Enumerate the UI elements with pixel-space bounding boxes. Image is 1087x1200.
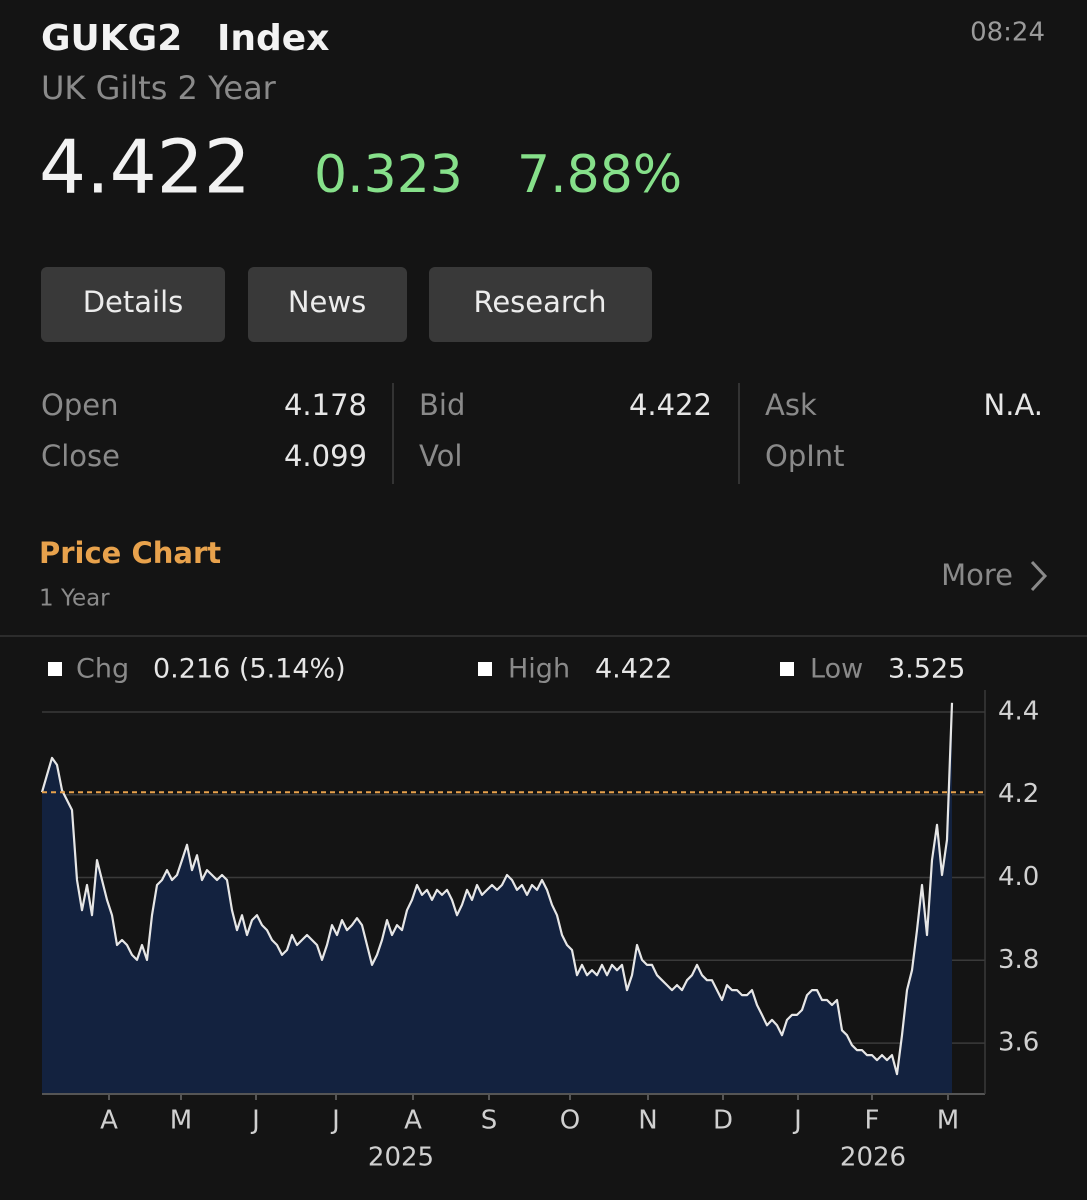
field-value: 4.178 bbox=[284, 388, 367, 422]
tab[interactable]: News bbox=[248, 267, 407, 342]
legend-swatch bbox=[478, 662, 492, 676]
x-tick-label: J bbox=[330, 1106, 340, 1136]
stat-label: High bbox=[508, 654, 570, 685]
field-label: Bid bbox=[419, 388, 465, 422]
ticker: GUKG2 bbox=[41, 18, 182, 59]
section-title: Price Chart bbox=[39, 536, 221, 570]
legend-swatch bbox=[48, 662, 62, 676]
stat-label: Chg bbox=[76, 654, 129, 685]
field-label: Ask bbox=[765, 388, 817, 422]
y-tick-label: 4.0 bbox=[998, 862, 1039, 892]
tab-label[interactable]: Details bbox=[83, 285, 184, 319]
year-label: 2025 bbox=[368, 1143, 434, 1173]
more-link[interactable]: More bbox=[941, 558, 1048, 592]
stat-label: Low bbox=[810, 654, 863, 685]
tab-button[interactable] bbox=[429, 267, 652, 342]
x-tick-label: O bbox=[560, 1106, 580, 1136]
field-value: 4.422 bbox=[629, 388, 712, 422]
stat-value: 3.525 bbox=[888, 654, 965, 685]
tab[interactable]: Details bbox=[41, 267, 225, 342]
change-percent: 7.88% bbox=[517, 145, 682, 205]
tab-button[interactable] bbox=[41, 267, 225, 342]
x-tick-label: A bbox=[404, 1106, 422, 1136]
x-tick-label: A bbox=[100, 1106, 118, 1136]
stat-value: 4.422 bbox=[595, 654, 672, 685]
line bbox=[40, 702, 954, 1076]
tab[interactable]: Research bbox=[429, 267, 652, 342]
x-tick-label: M bbox=[170, 1106, 192, 1136]
section-period: 1 Year bbox=[39, 586, 110, 612]
x-tick-label: N bbox=[638, 1106, 657, 1136]
x-tick-label: D bbox=[713, 1106, 733, 1136]
field-label: Close bbox=[41, 439, 120, 473]
x-tick-label: F bbox=[865, 1106, 880, 1136]
tab-label[interactable]: Research bbox=[473, 285, 606, 319]
instrument-name: UK Gilts 2 Year bbox=[41, 69, 277, 107]
y-tick-label: 4.2 bbox=[998, 779, 1039, 809]
chevron[interactable] bbox=[1030, 560, 1048, 592]
ticker-suffix: Index bbox=[217, 18, 329, 59]
more-label[interactable]: More bbox=[941, 558, 1013, 592]
quote-grid: Open 4.178 Close 4.099 Bid 4.422 Vol Ask… bbox=[41, 383, 1043, 484]
stat-value: 0.216 (5.14%) bbox=[153, 654, 346, 685]
field-label: Vol bbox=[419, 439, 462, 473]
y-tick-label: 4.4 bbox=[998, 696, 1039, 726]
price: 4.422 bbox=[39, 125, 251, 211]
field-label: Open bbox=[41, 388, 118, 422]
tab-button[interactable] bbox=[248, 267, 407, 342]
field-label: OpInt bbox=[765, 439, 845, 473]
y-tick-label: 3.8 bbox=[998, 945, 1039, 975]
y-tick-label: 3.6 bbox=[998, 1028, 1039, 1058]
clock: 08:24 bbox=[970, 18, 1045, 48]
legend-swatch bbox=[780, 662, 794, 676]
change: 0.323 bbox=[314, 145, 463, 205]
tab-label[interactable]: News bbox=[288, 285, 366, 319]
field-value: N.A. bbox=[984, 388, 1043, 422]
price-chart: Chg 0.216 (5.14%) High 4.422 Low 3.525 3.6 3.8 4… bbox=[40, 654, 1039, 1173]
field-value: 4.099 bbox=[284, 439, 367, 473]
year-label: 2026 bbox=[840, 1143, 906, 1173]
x-tick-label: J bbox=[792, 1106, 802, 1136]
area bbox=[42, 702, 952, 1094]
x-tick-label: J bbox=[250, 1106, 260, 1136]
x-tick-label: M bbox=[937, 1106, 959, 1136]
x-tick-label: S bbox=[481, 1106, 498, 1136]
